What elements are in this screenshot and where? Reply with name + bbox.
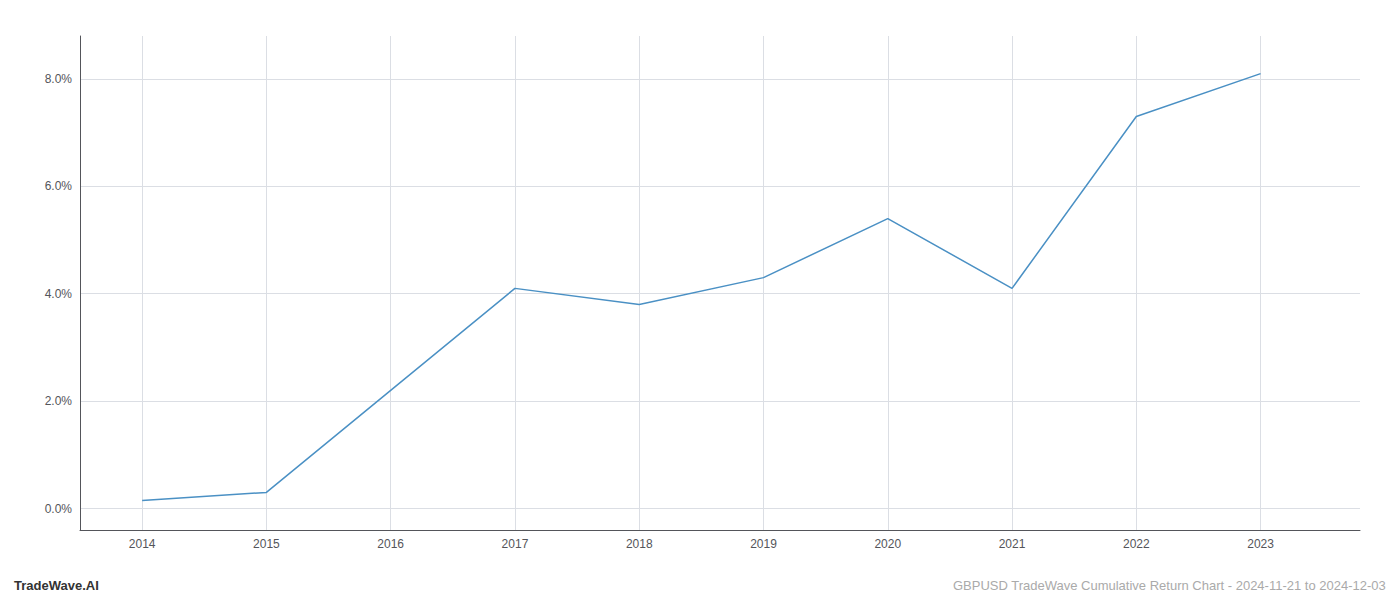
svg-text:TradeWave.AI: TradeWave.AI — [14, 578, 99, 593]
svg-text:2020: 2020 — [874, 537, 901, 551]
svg-text:0.0%: 0.0% — [45, 502, 73, 516]
svg-text:2018: 2018 — [626, 537, 653, 551]
svg-text:2015: 2015 — [253, 537, 280, 551]
svg-text:6.0%: 6.0% — [45, 179, 73, 193]
svg-text:2022: 2022 — [1123, 537, 1150, 551]
svg-text:4.0%: 4.0% — [45, 287, 73, 301]
svg-text:2014: 2014 — [129, 537, 156, 551]
svg-text:2019: 2019 — [750, 537, 777, 551]
svg-text:2023: 2023 — [1247, 537, 1274, 551]
svg-text:2017: 2017 — [502, 537, 529, 551]
svg-text:8.0%: 8.0% — [45, 72, 73, 86]
svg-text:2.0%: 2.0% — [45, 394, 73, 408]
svg-text:2021: 2021 — [999, 537, 1026, 551]
svg-text:GBPUSD TradeWave Cumulative Re: GBPUSD TradeWave Cumulative Return Chart… — [953, 578, 1386, 593]
svg-text:2016: 2016 — [377, 537, 404, 551]
